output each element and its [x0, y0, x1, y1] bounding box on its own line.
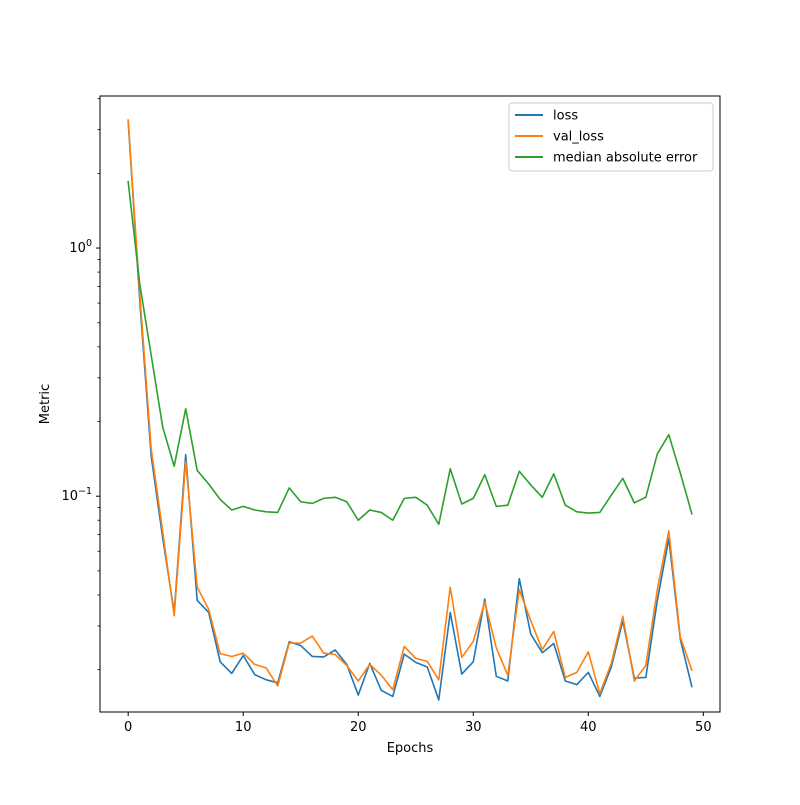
- x-tick-label: 50: [695, 720, 712, 735]
- y-tick-label: 100: [69, 238, 92, 256]
- x-axis: 0 10 20 30 40 50: [124, 712, 712, 735]
- legend-label-median-absolute-error: median absolute error: [553, 151, 698, 166]
- x-tick-label: 40: [580, 720, 597, 735]
- axes-frame: [99, 95, 721, 713]
- x-tick-label: 10: [235, 720, 252, 735]
- x-axis-label: Epochs: [387, 741, 434, 756]
- x-tick-label: 20: [350, 720, 367, 735]
- series-line-median-absolute-error: [127, 180, 693, 526]
- series-line-loss: [127, 120, 693, 701]
- y-axis: 10−1 100: [61, 98, 100, 671]
- y-axis-label: Metric: [38, 384, 53, 424]
- plot-area: [100, 96, 720, 712]
- x-tick-label: 30: [465, 720, 482, 735]
- legend-box: [508, 102, 714, 172]
- y-tick-label: 10−1: [61, 486, 92, 504]
- legend-label-loss: loss: [553, 109, 578, 124]
- x-tick-label: 0: [124, 720, 132, 735]
- series-line-val-loss: [127, 119, 693, 695]
- series-layer: [127, 119, 693, 701]
- legend-label-val-loss: val_loss: [553, 130, 604, 145]
- legend: loss val_loss median absolute error: [508, 102, 714, 172]
